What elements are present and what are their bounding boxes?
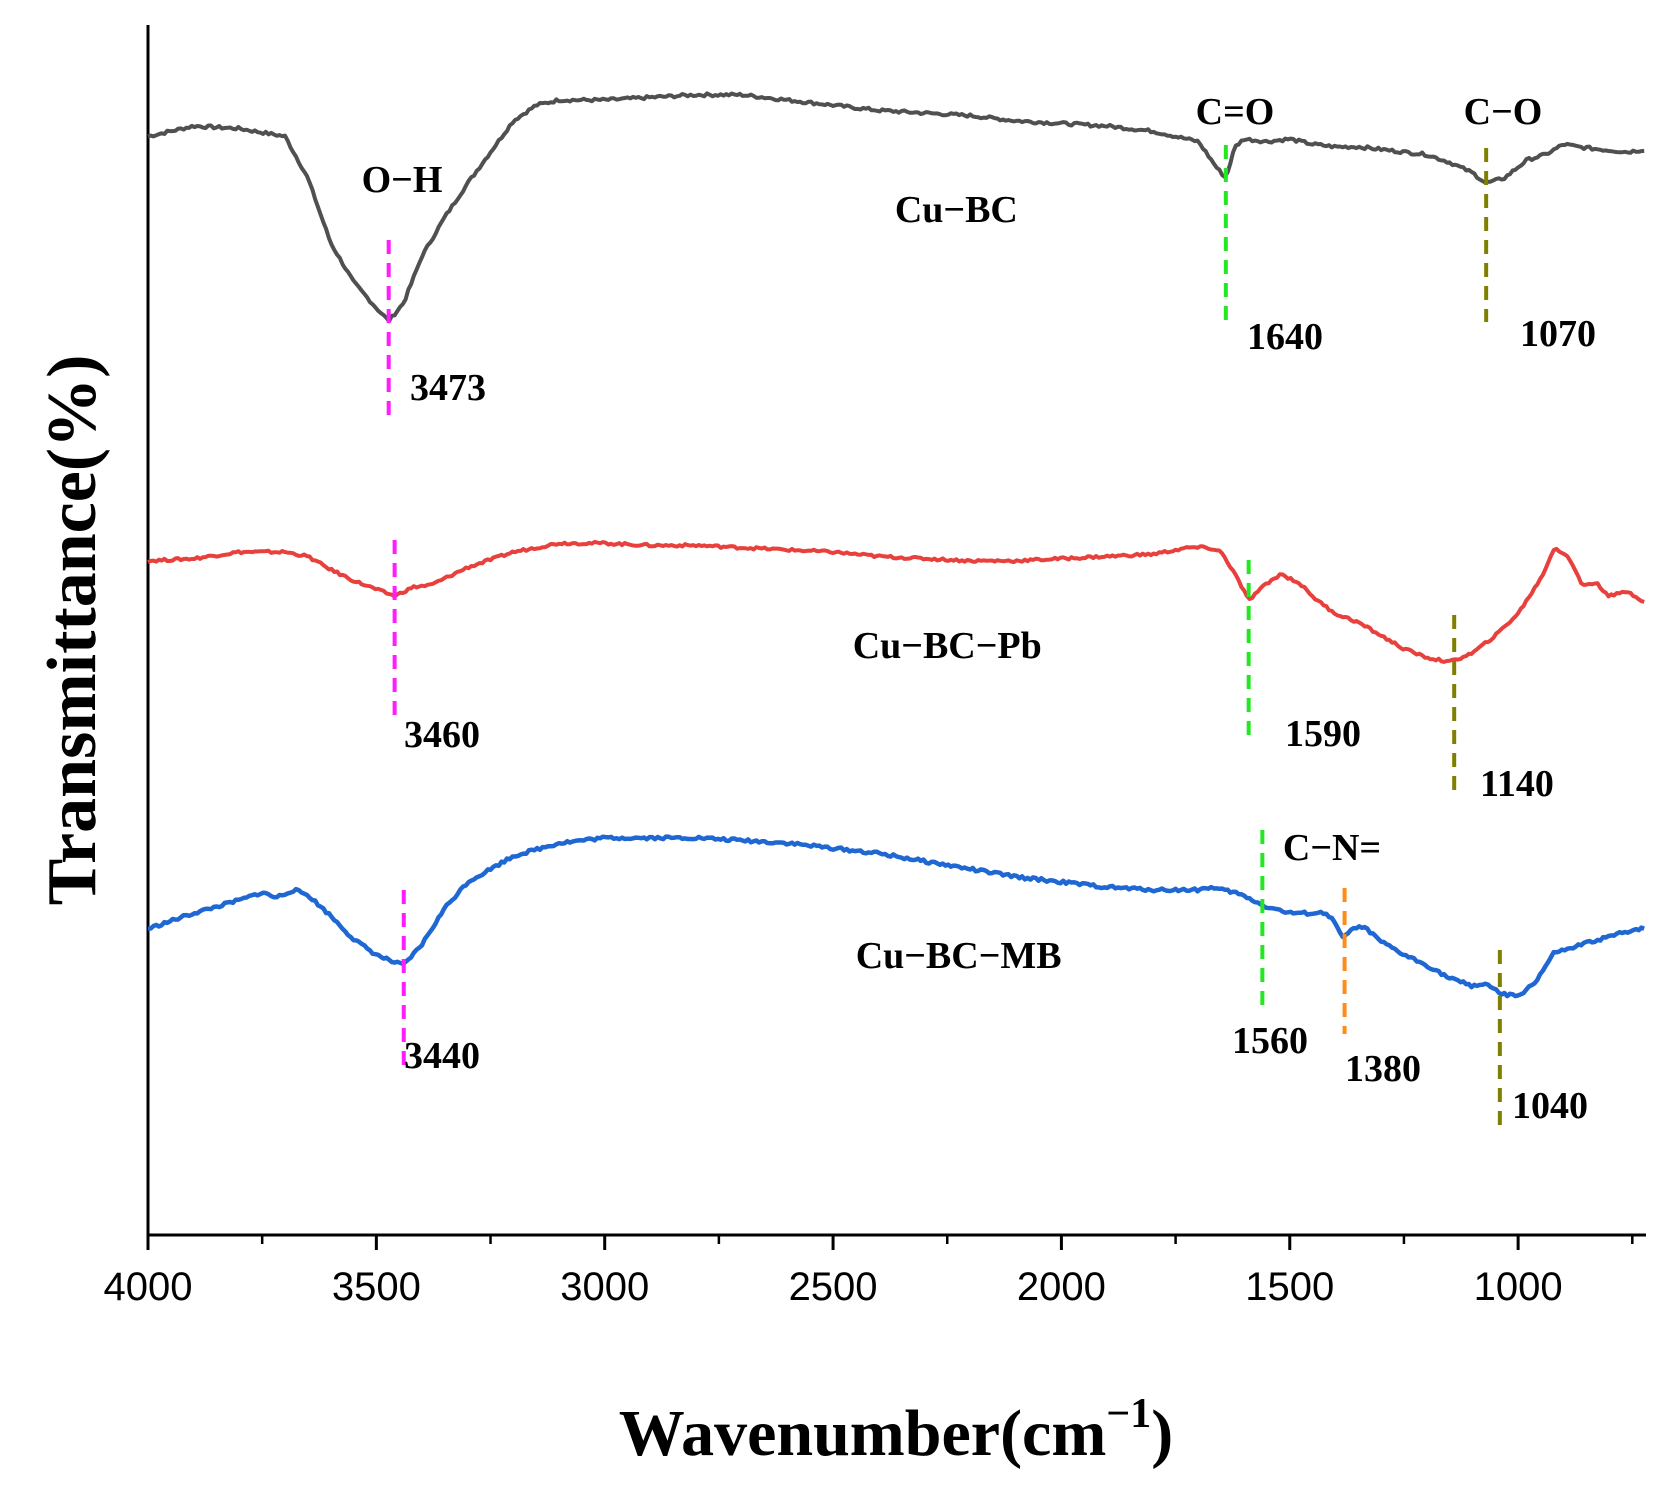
x-tick-label: 1500 [1245, 1265, 1334, 1309]
peak-label-1590: 1590 [1285, 713, 1361, 755]
x-tick-label: 1000 [1474, 1265, 1563, 1309]
x-tick-label: 2500 [789, 1265, 878, 1309]
y-axis-title: Transmittance(%) [34, 355, 111, 906]
series-label-1: Cu−BC [895, 189, 1018, 231]
group-label: C=O [1196, 91, 1275, 133]
x-tick-label: 3000 [560, 1265, 649, 1309]
peak-label-3473: 3473 [410, 367, 486, 409]
series-label-3: Cu−BC−MB [856, 935, 1062, 977]
peak-label-3460: 3460 [404, 714, 480, 756]
x-tick-label: 2000 [1017, 1265, 1106, 1309]
plot-frame [146, 25, 1646, 1237]
peak-label-1380: 1380 [1345, 1048, 1421, 1090]
series-line-3 [147, 834, 1645, 999]
group-label: O−H [362, 159, 443, 201]
group-label: C−O [1464, 91, 1543, 133]
x-axis-title-close: ) [1151, 1397, 1173, 1470]
peak-label-1070: 1070 [1520, 313, 1596, 355]
x-axis-title: Wavenumber(cm−1) [619, 1391, 1174, 1470]
peak-label-3440: 3440 [404, 1035, 480, 1077]
series-line-2 [147, 539, 1645, 664]
x-axis-title-main: Wavenumber(cm [619, 1397, 1107, 1470]
series-layer [147, 91, 1645, 999]
peak-label-1640: 1640 [1247, 316, 1323, 358]
peak-label-1140: 1140 [1480, 763, 1554, 805]
group-label: C−N= [1283, 827, 1381, 869]
x-axis-title-superscript: −1 [1106, 1391, 1151, 1437]
series-label-2: Cu−BC−Pb [853, 625, 1042, 667]
peak-label-1560: 1560 [1232, 1020, 1308, 1062]
peak-label-1040: 1040 [1512, 1085, 1588, 1127]
x-tick-label: 3500 [332, 1265, 421, 1309]
series-line-1 [147, 91, 1645, 324]
annotation-layer: 3473 1640 1070 3460 1590 1140 3440 1560 1380 1040 [386, 145, 1596, 1127]
x-tick-label: 4000 [104, 1265, 193, 1309]
label-layer: O−H C=O C−O C−N= Cu−BC Cu−BC−Pb Cu−BC−MB [362, 91, 1543, 977]
x-ticks: 4000 3500 3000 2500 2000 1500 1000 [104, 1235, 1634, 1309]
